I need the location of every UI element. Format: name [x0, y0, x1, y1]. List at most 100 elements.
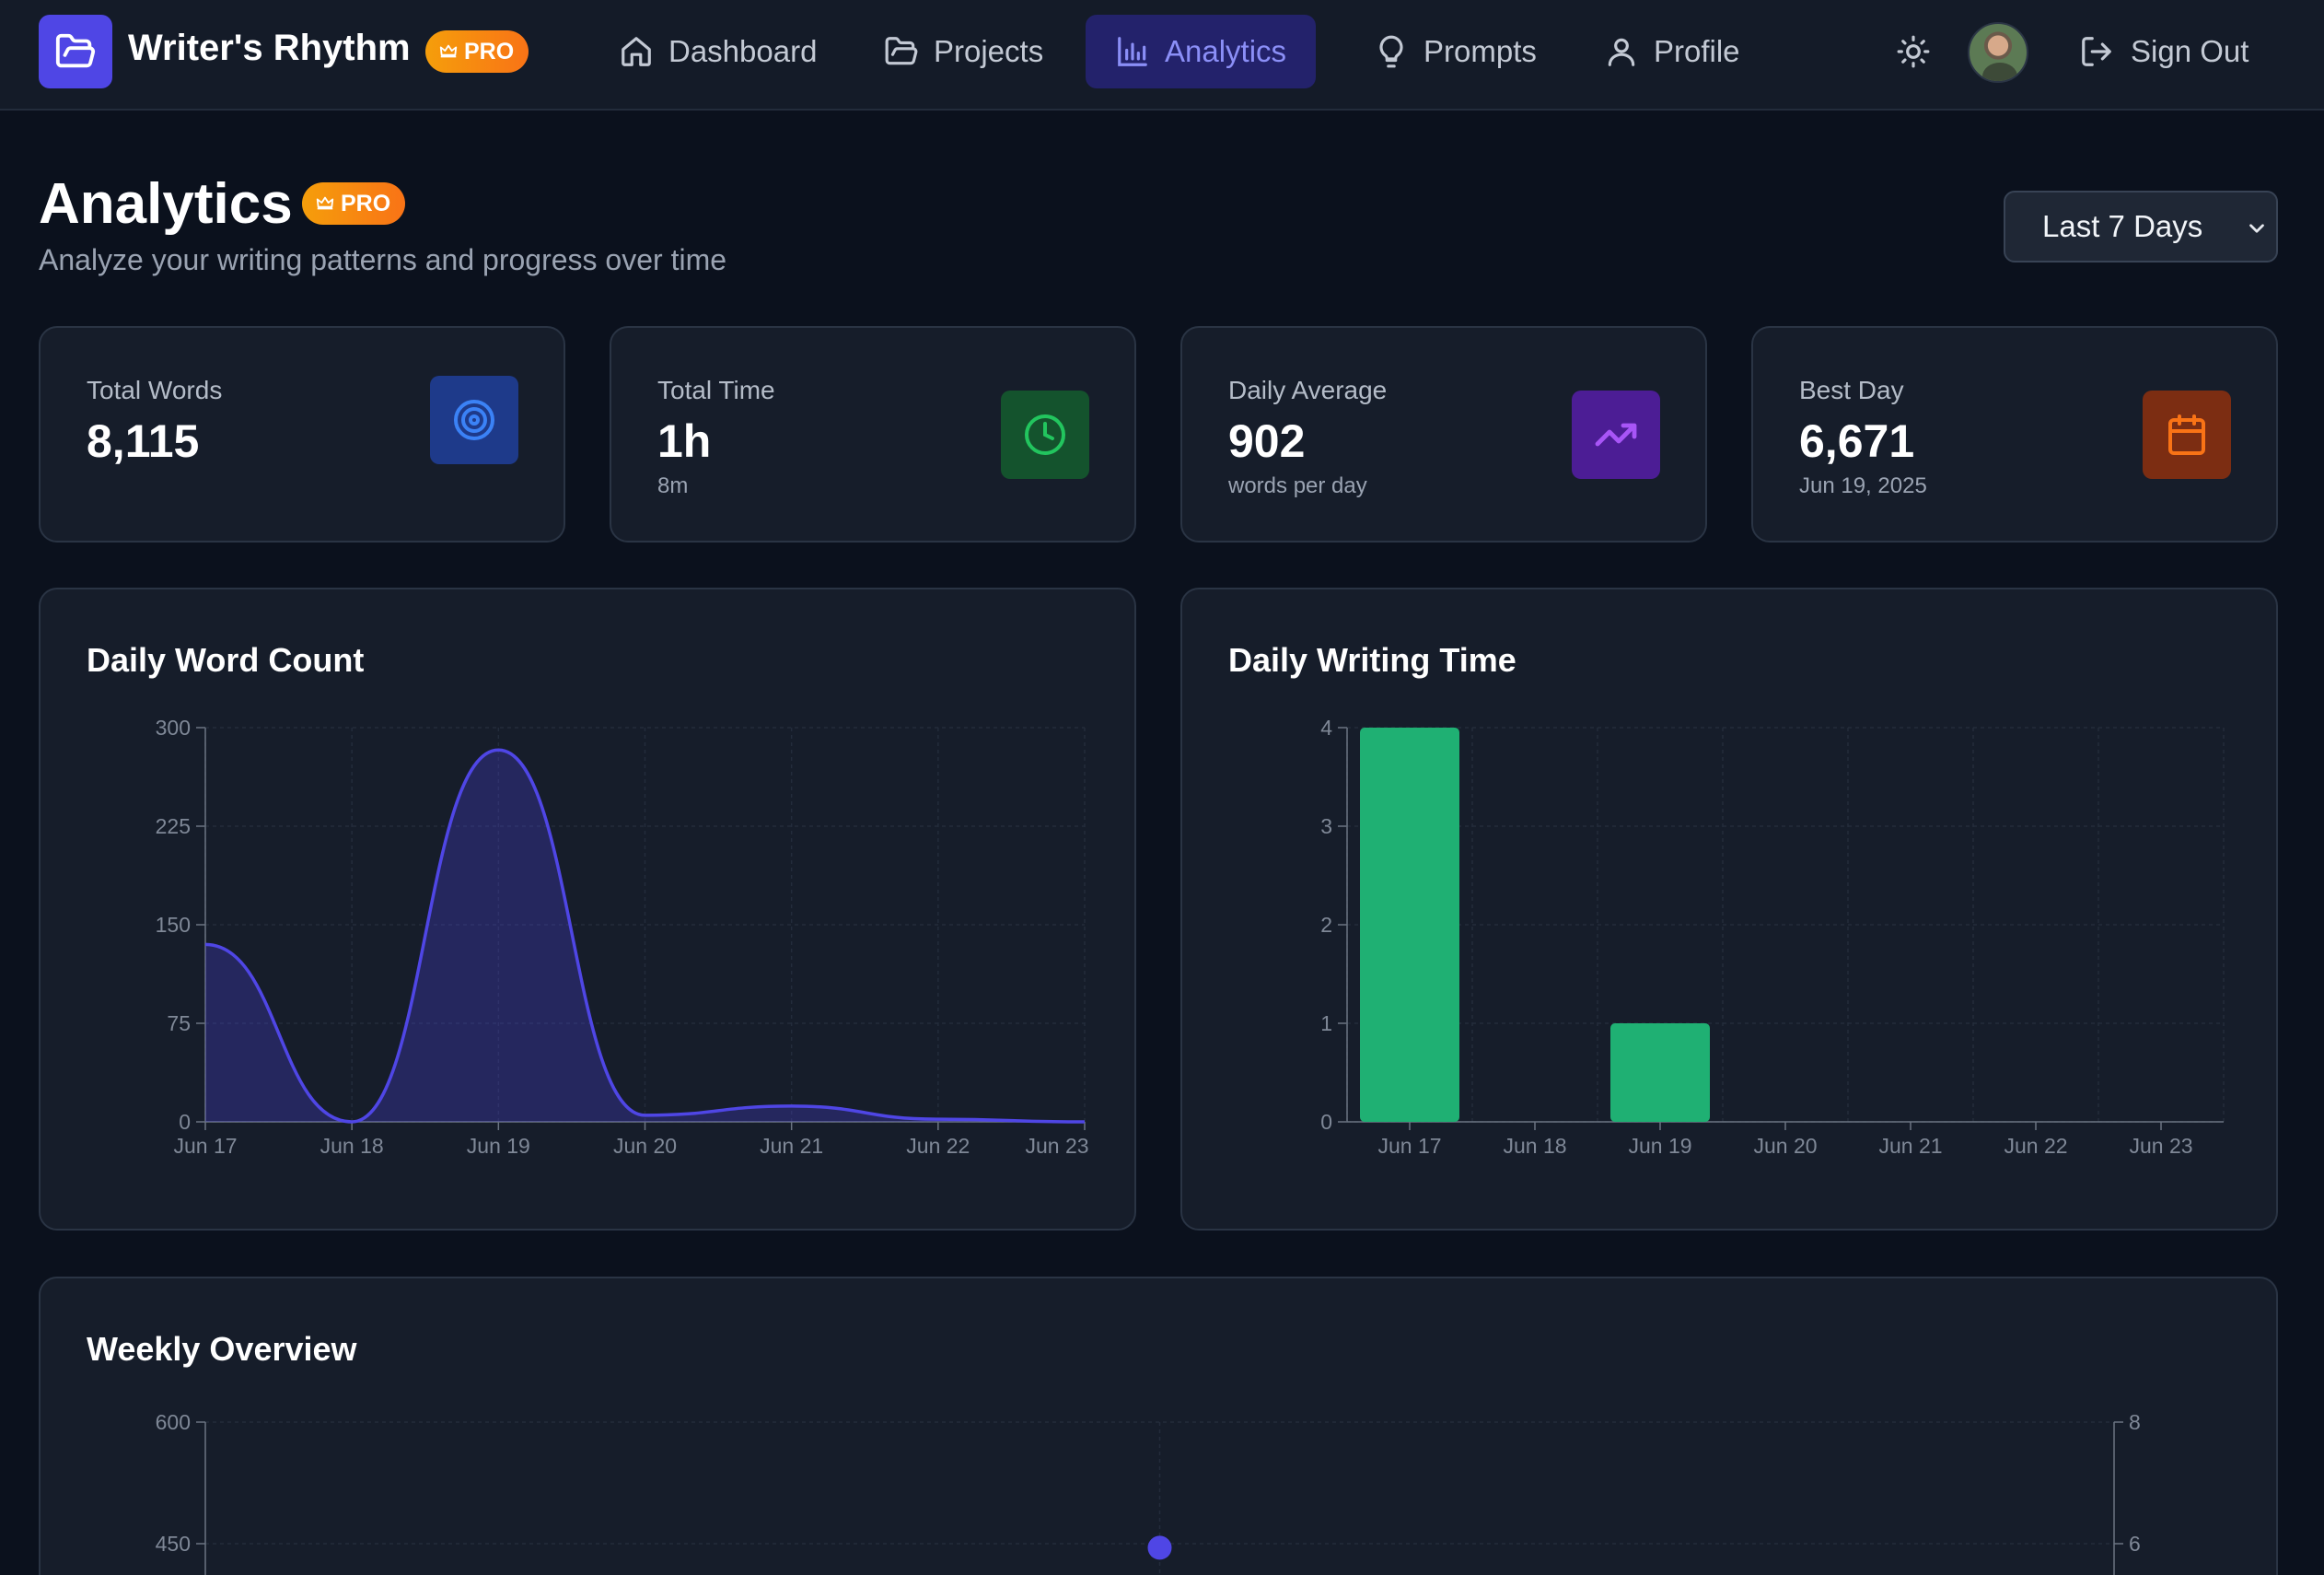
date-range-select[interactable]: Last 7 Days	[2004, 191, 2278, 262]
stat-label: Best Day	[1799, 376, 1904, 404]
y-tick-label: 150	[156, 913, 191, 937]
page-title: Analytics	[39, 172, 293, 236]
stat-card-daily-average: Daily Average 902 words per day	[1180, 326, 1707, 542]
page-subtitle: Analyze your writing patterns and progre…	[39, 243, 727, 276]
stat-icon-box	[430, 376, 518, 464]
x-tick-label: Jun 22	[906, 1134, 970, 1158]
daily-word-count-card: Daily Word Count 0 75 150 225 300 Jun 17 Jun 1…	[39, 588, 1136, 1231]
y-tick-label-right: 8	[2129, 1410, 2141, 1434]
x-tick-label: Jun 22	[2004, 1134, 2067, 1158]
x-tick-label: Jun 23	[1025, 1134, 1088, 1158]
x-tick-label: Jun 19	[1628, 1134, 1691, 1158]
nav-dashboard-label: Dashboard	[668, 34, 818, 68]
bar	[1360, 728, 1459, 1122]
y-tick-label: 300	[156, 716, 191, 740]
theme-toggle[interactable]	[1895, 33, 1932, 70]
nav-analytics[interactable]: Analytics	[1086, 15, 1317, 88]
x-tick-label: Jun 20	[613, 1134, 677, 1158]
stat-subtext: Jun 19, 2025	[1799, 473, 1927, 498]
pro-badge-label: PRO	[464, 38, 515, 64]
bar	[1610, 1023, 1710, 1122]
daily-writing-time-card: Daily Writing Time 0 1 2 3 4 Jun 17 Jun 18 Jun …	[1180, 588, 2278, 1231]
title-pro-badge-label: PRO	[341, 190, 391, 216]
sign-out-label: Sign Out	[2131, 34, 2249, 68]
stat-label: Total Words	[87, 376, 223, 404]
avatar[interactable]	[1968, 22, 2028, 83]
chart-title: Weekly Overview	[87, 1330, 357, 1368]
x-tick-label: Jun 17	[173, 1134, 237, 1158]
nav-projects[interactable]: Projects	[854, 15, 1073, 88]
chart-title: Daily Word Count	[87, 641, 365, 679]
date-range-value: Last 7 Days	[2042, 209, 2203, 243]
stat-label: Total Time	[657, 376, 775, 404]
log-out-icon	[2082, 37, 2111, 66]
folder-icon	[885, 37, 918, 65]
calendar-icon	[2168, 414, 2205, 455]
x-tick-label: Jun 21	[760, 1134, 823, 1158]
x-tick-label: Jun 23	[2129, 1134, 2192, 1158]
stat-subtext: words per day	[1228, 473, 1367, 498]
data-point	[1147, 1535, 1172, 1560]
y-tick-label: 2	[1320, 913, 1332, 937]
nav-projects-label: Projects	[934, 34, 1044, 68]
y-tick-label: 0	[179, 1110, 191, 1134]
x-tick-label: Jun 17	[1377, 1134, 1441, 1158]
x-tick-label: Jun 18	[320, 1134, 384, 1158]
stat-value: 8,115	[87, 415, 200, 467]
top-navigation: Writer's Rhythm PRO Dashboard Projects A…	[0, 0, 2324, 111]
user-icon	[1608, 38, 1635, 66]
nav-prompts-label: Prompts	[1423, 34, 1537, 68]
bar-chart-icon	[1118, 37, 1147, 66]
y-tick-label: 600	[156, 1410, 191, 1434]
daily-writing-time-chart: 0 1 2 3 4 Jun 17 Jun 18 Jun 19 Jun 20 Jun 21 Jun 2…	[1320, 716, 2225, 1158]
stat-icon-box	[1001, 391, 1089, 479]
x-tick-label: Jun 19	[467, 1134, 530, 1158]
area-fill	[205, 750, 1085, 1122]
nav-analytics-label: Analytics	[1165, 34, 1287, 68]
series-line	[204, 748, 1086, 1124]
y-tick-label: 1	[1320, 1011, 1332, 1035]
y-tick-label: 0	[1320, 1110, 1332, 1134]
stat-icon-box	[2143, 391, 2231, 479]
lightbulb-icon	[1379, 35, 1403, 68]
y-tick-label: 225	[156, 814, 191, 838]
y-tick-label: 3	[1320, 814, 1332, 838]
weekly-overview-chart: 600 450 8 6	[156, 1410, 2141, 1575]
brand-name[interactable]: Writer's Rhythm	[128, 28, 411, 68]
nav-profile-label: Profile	[1654, 34, 1740, 68]
trending-up-icon	[1595, 423, 1637, 447]
stat-card-total-words: Total Words 8,115	[39, 326, 565, 542]
stat-icon-box	[1572, 391, 1660, 479]
home-icon	[622, 37, 651, 66]
pro-badge: PRO	[425, 30, 529, 73]
crown-icon	[316, 196, 334, 210]
sun-icon	[1897, 35, 1930, 68]
chart-title: Daily Writing Time	[1228, 641, 1516, 679]
title-pro-badge: PRO	[302, 182, 406, 225]
stat-value: 6,671	[1799, 415, 1915, 467]
y-tick-label: 75	[167, 1011, 191, 1035]
weekly-overview-card: Weekly Overview 600 450 8 6	[39, 1277, 2278, 1575]
y-tick-label: 450	[156, 1532, 191, 1556]
y-tick-label-right: 6	[2129, 1532, 2141, 1556]
nav-profile[interactable]: Profile	[1575, 15, 1770, 88]
stat-card-total-time: Total Time 1h 8m	[610, 326, 1136, 542]
app-logo[interactable]	[39, 15, 112, 88]
folder-open-icon	[55, 33, 96, 68]
stat-subtext: 8m	[657, 473, 689, 498]
nav-prompts[interactable]: Prompts	[1344, 15, 1566, 88]
y-tick-label: 4	[1320, 716, 1332, 740]
x-tick-label: Jun 20	[1753, 1134, 1817, 1158]
x-tick-label: Jun 21	[1878, 1134, 1942, 1158]
stat-label: Daily Average	[1228, 376, 1388, 404]
sign-out-button[interactable]: Sign Out	[2079, 15, 2248, 88]
daily-word-count-chart: 0 75 150 225 300 Jun 17 Jun 18 Jun 19 Jun 20 Jun …	[156, 716, 1089, 1158]
chevron-down-icon	[2249, 224, 2264, 233]
stat-value: 902	[1228, 415, 1306, 467]
target-icon	[454, 400, 494, 440]
x-tick-label: Jun 18	[1503, 1134, 1566, 1158]
clock-icon	[1025, 414, 1065, 455]
stat-value: 1h	[657, 415, 712, 467]
crown-icon	[439, 44, 458, 58]
nav-dashboard[interactable]: Dashboard	[589, 15, 846, 88]
